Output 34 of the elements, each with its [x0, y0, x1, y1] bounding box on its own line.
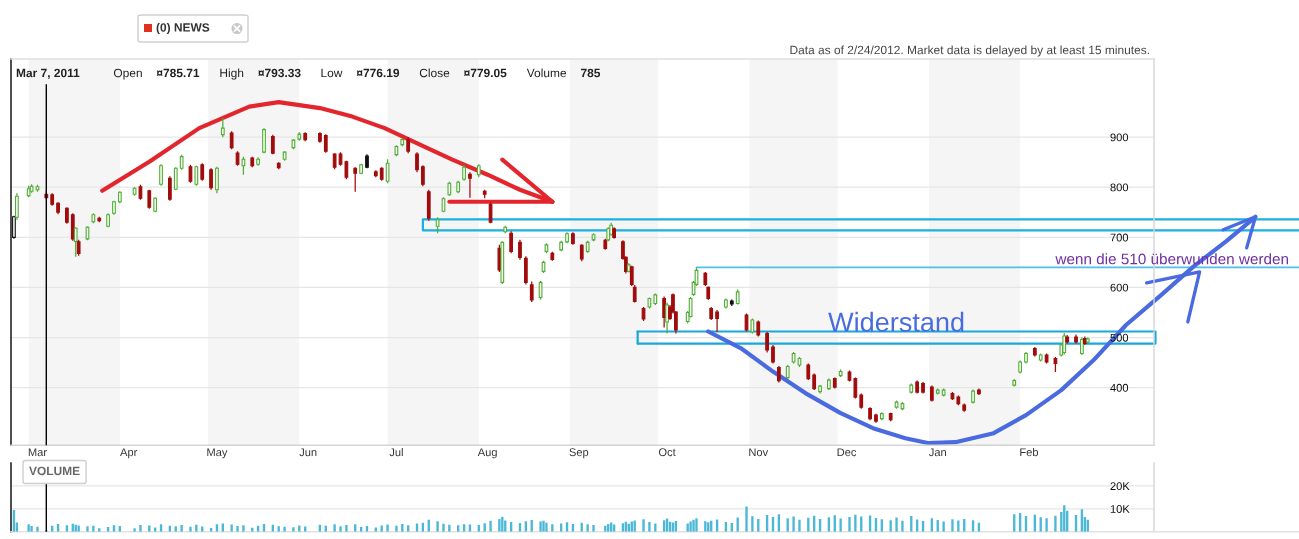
- annotation: Close: [419, 68, 450, 78]
- x-tick-label: Mar: [28, 448, 47, 457]
- text: Data as of 2/24/2012. Market data is delayed by at least 15 minutes.: [790, 45, 1149, 57]
- annotation: 785: [581, 68, 601, 78]
- annotation: Volume: [526, 68, 567, 78]
- x-tick-label: Jun: [299, 448, 317, 457]
- x-tick-label: Jul: [389, 447, 403, 457]
- x-tick-label: May: [207, 448, 228, 459]
- x-tick-label: Feb: [1020, 447, 1039, 457]
- y-tick-label: 900: [1110, 133, 1129, 142]
- y-tick-label: 20K: [1110, 482, 1130, 491]
- annotation: ¤793.33: [258, 68, 301, 78]
- y-tick-label: 400: [1110, 383, 1129, 392]
- y-tick-label: 800: [1110, 183, 1129, 192]
- chart-title: VOLUME: [29, 466, 80, 476]
- x-tick-label: Nov: [749, 448, 769, 457]
- annotation: ¤779.05: [463, 68, 507, 78]
- annotation: ¤785.71: [156, 68, 200, 78]
- x-tick-label: Apr: [120, 448, 138, 459]
- text: (0) NEWS: [156, 22, 210, 35]
- x-tick-label: Oct: [658, 448, 676, 457]
- annotation: Open: [113, 68, 142, 80]
- x-tick-label: Jan: [928, 448, 946, 457]
- annotation: Low: [321, 68, 343, 78]
- x-tick-label: Sep: [569, 448, 589, 459]
- x-tick-label: Dec: [837, 448, 857, 457]
- y-tick-label: 700: [1110, 233, 1129, 242]
- annotation: High: [220, 68, 244, 80]
- x-tick-label: Aug: [477, 448, 497, 459]
- y-tick-label: 600: [1110, 283, 1129, 292]
- y-tick-label: 10K: [1110, 505, 1130, 513]
- annotation: Mar 7, 2011: [16, 68, 80, 79]
- series-label: Widerstand: [828, 311, 964, 332]
- annotation: ¤776.19: [356, 68, 400, 78]
